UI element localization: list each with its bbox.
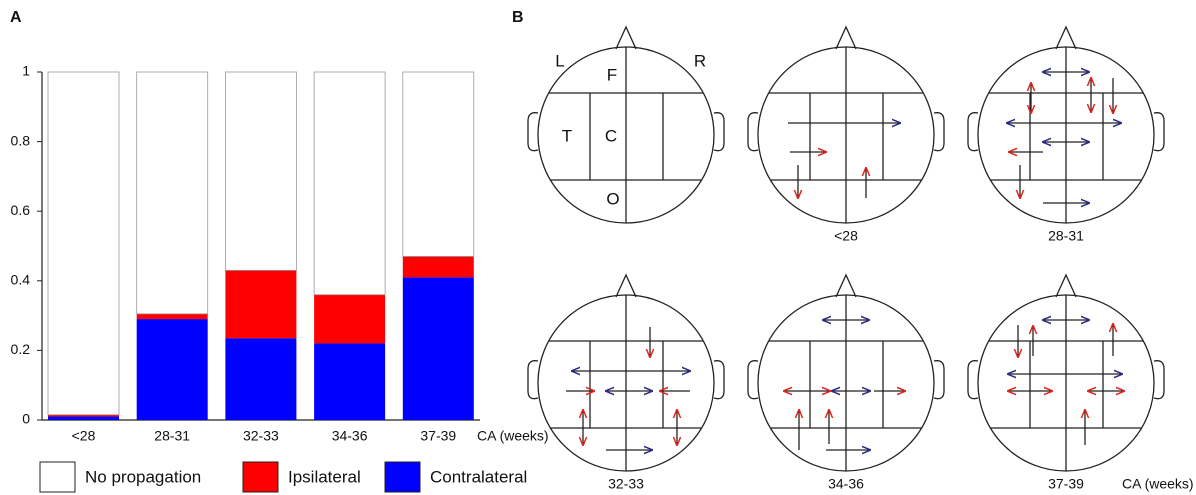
panel-label: A [10,9,22,26]
nose [1056,275,1076,297]
ear [714,361,724,399]
bar-segment [314,343,385,420]
nose [836,275,856,297]
x-tick-label: 32-33 [243,428,279,444]
head-label: 28-31 [1048,228,1084,244]
nose [616,275,636,297]
head [968,27,1164,223]
legend-label: Contralateral [430,467,527,486]
ear [528,361,538,399]
region-label: T [562,126,572,145]
bar-segment [137,314,208,319]
ear [934,361,944,399]
ear [934,113,944,151]
x-unit-label: CA (weeks) [1122,476,1194,492]
y-tick-label: 0.8 [11,132,31,148]
legend-swatch [243,462,278,492]
bar-segment [137,319,208,420]
nose [616,27,636,49]
ear [714,113,724,151]
x-tick-label: 28-31 [154,428,190,444]
head-label: 34-36 [828,476,864,492]
y-tick-label: 0.6 [11,202,31,218]
region-label: L [555,51,564,70]
region-label: C [605,126,617,145]
head [748,275,944,471]
bar-segment [403,256,474,277]
ear [1154,361,1164,399]
head [748,27,944,223]
region-label: F [607,65,617,84]
ear [748,113,758,151]
bar-segment [225,72,296,270]
bar-segment [403,277,474,420]
y-tick-label: 0.2 [11,341,31,357]
legend-label: No propagation [85,467,201,486]
x-axis-label: CA (weeks) [477,428,549,444]
legend-label: Ipsilateral [288,467,361,486]
x-tick-label: 37-39 [420,428,456,444]
head-label: <28 [834,228,858,244]
bar-segment [225,270,296,338]
figure: A B 0 0.2 0.4 0.6 0.8 1 <28 28-31 32-33 34-36 37-3… [0,0,1196,495]
bar-segment [48,72,119,415]
bar-segment [314,72,385,295]
head [968,275,1164,471]
legend-swatch [385,462,420,492]
y-tick-label: 0.4 [11,272,31,288]
head [528,275,724,471]
ear [968,113,978,151]
y-tick-label: 0 [22,411,30,427]
ear [528,113,538,151]
bar-segment [48,417,119,420]
ear [1154,113,1164,151]
bar-segment [225,338,296,420]
x-tick-label: 34-36 [332,428,368,444]
nose [1056,27,1076,49]
head-label: 37-39 [1048,476,1084,492]
ear [748,361,758,399]
region-label: R [694,51,706,70]
panel-label: B [512,9,524,26]
bar-segment [403,72,474,256]
legend-swatch [40,462,75,492]
head-label: 32-33 [608,476,644,492]
region-label: O [606,189,619,208]
bar-segment [314,295,385,344]
ear [968,361,978,399]
x-tick-label: <28 [72,428,96,444]
nose [836,27,856,49]
y-tick-label: 1 [22,63,30,79]
bar-segment [137,72,208,314]
